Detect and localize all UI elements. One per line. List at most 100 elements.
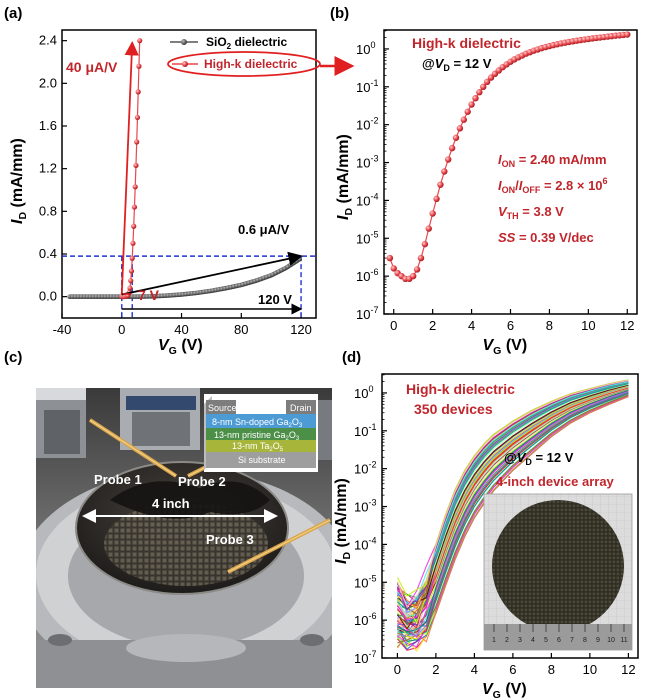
b-metric-onoff: ION/IOFF = 2.8 × 106 bbox=[498, 176, 608, 195]
d-inset-ruler-label: 5 bbox=[544, 637, 548, 644]
b-xtick-label: 0 bbox=[390, 318, 397, 333]
d-device-curve bbox=[396, 380, 629, 611]
d-inset-ruler-label: 4 bbox=[531, 637, 535, 644]
d-xtick-label: 4 bbox=[471, 662, 478, 677]
b-highk-point bbox=[445, 156, 452, 163]
a-highk-point bbox=[134, 139, 140, 145]
panel-a-label: (a) bbox=[4, 5, 22, 22]
d-data bbox=[396, 379, 629, 652]
b-metric-ion: ION = 2.40 mA/mm bbox=[498, 152, 607, 169]
d-device-curve bbox=[396, 381, 629, 605]
probe-3-label: Probe 3 bbox=[206, 532, 254, 547]
b-frame bbox=[383, 29, 638, 315]
d-device-curve bbox=[396, 395, 629, 649]
d-device-curve bbox=[397, 391, 629, 627]
a-ytick-label: 0.8 bbox=[39, 203, 57, 218]
d-ytick-label: 10-3 bbox=[354, 498, 376, 515]
panel-d-label: (d) bbox=[342, 349, 361, 366]
a-xtick-label: 0 bbox=[118, 322, 125, 337]
si-substrate-label: Si substrate bbox=[238, 455, 286, 465]
a-ytick-label: 2.4 bbox=[39, 33, 57, 48]
a-highk-point bbox=[129, 255, 135, 261]
panel-d-plot: 0 2 4 6 8 10 1210-710-610-510-410-310-210-1100… bbox=[333, 373, 639, 700]
b-highk-point bbox=[448, 144, 456, 152]
d-device-curve bbox=[397, 381, 629, 599]
d-inset-ruler-label: 7 bbox=[570, 637, 574, 644]
b-metric-ss: SS = 0.39 V/dec bbox=[498, 230, 594, 245]
a-xtick-label: 40 bbox=[174, 322, 188, 337]
a-ylabel: ID (mA/mm) bbox=[9, 138, 29, 224]
b-ytick-label: 10-4 bbox=[356, 191, 378, 208]
b-highk-point bbox=[417, 254, 425, 262]
d-device-curve bbox=[396, 384, 629, 611]
b-highk-point bbox=[452, 134, 460, 141]
d-xtick-label: 6 bbox=[509, 662, 516, 677]
a-highk-slope-arrow bbox=[120, 41, 139, 295]
d-device-curve bbox=[397, 390, 629, 638]
b-highk-point bbox=[441, 168, 448, 175]
b-highk-point bbox=[468, 101, 475, 108]
b-metric-vth: VTH = 3.8 V bbox=[498, 204, 564, 221]
d-ytick-label: 10-7 bbox=[354, 649, 376, 666]
a-xlabel: VG (V) bbox=[158, 337, 203, 357]
d-ylabel: ID (mA/mm) bbox=[333, 478, 353, 564]
a-highk-point bbox=[132, 184, 138, 190]
a-vth-sio2-label: 120 V bbox=[258, 292, 292, 307]
a-sio2-slope-label: 0.6 μA/V bbox=[238, 222, 290, 237]
a-highk-point bbox=[134, 114, 141, 121]
a-ytick-label: 0.4 bbox=[39, 246, 57, 261]
b-xtick-label: 4 bbox=[468, 318, 475, 333]
b-highk-point bbox=[425, 225, 432, 232]
b-highk-point bbox=[386, 254, 394, 262]
b-ytick-label: 10-5 bbox=[356, 229, 378, 246]
d-title: High-k dielectric bbox=[406, 381, 515, 397]
d-ytick-label: 10-4 bbox=[354, 535, 376, 552]
b-highk-point bbox=[421, 240, 429, 248]
panel-a: (a) -40 0 40 80 120 0.0 0.4 0.8 1.2 1.6 2.0 2.4 VG (… bbox=[4, 5, 355, 357]
panel-a-plot: -40 0 40 80 120 0.0 0.4 0.8 1.2 1.6 2.0 2.4 VG (V) ID… bbox=[9, 29, 355, 357]
d-ytick-label: 10-6 bbox=[354, 611, 376, 628]
a-legend-highlight-ellipse bbox=[167, 51, 321, 77]
a-data bbox=[62, 38, 316, 318]
d-device-curve bbox=[397, 389, 629, 633]
panel-c: (c) bbox=[4, 349, 332, 688]
b-highk-point bbox=[413, 266, 421, 273]
b-ytick-label: 10-3 bbox=[356, 154, 378, 171]
d-device-curve bbox=[396, 379, 629, 597]
b-highk-point bbox=[464, 108, 471, 115]
d-inset-ruler-label: 2 bbox=[505, 637, 509, 644]
b-highk-point bbox=[433, 195, 440, 203]
b-highk-point bbox=[429, 210, 436, 217]
d-inset-caption: 4-inch device array bbox=[496, 474, 615, 489]
d-device-curve bbox=[396, 379, 629, 608]
panel-c-label: (c) bbox=[4, 349, 22, 366]
d-inset-ruler-label: 1 bbox=[492, 637, 496, 644]
d-xtick-label: 0 bbox=[394, 662, 401, 677]
panel-b: (b) 0 2 4 6 8 10 12 10-7 10-6 10-5 10-4 10-3 10-2 10-… bbox=[330, 5, 638, 357]
d-device-curve bbox=[397, 385, 629, 624]
b-highk-point bbox=[483, 78, 491, 86]
d-xlabel: VG (V) bbox=[482, 681, 527, 700]
layer-ta2o5-label: 13-nm Ta2O5 bbox=[232, 441, 284, 453]
a-ytick-label: 2.0 bbox=[39, 75, 57, 90]
panel-b-plot: 0 2 4 6 8 10 12 10-7 10-6 10-5 10-4 10-3 10-2 10-1 100… bbox=[335, 29, 638, 357]
d-ytick-label: 10-5 bbox=[354, 573, 376, 590]
b-xtick-label: 2 bbox=[429, 318, 436, 333]
b-ytick-label: 100 bbox=[356, 40, 375, 57]
a-xtick-label: -40 bbox=[53, 322, 72, 337]
a-highk-point bbox=[135, 89, 141, 95]
a-highk-point bbox=[128, 268, 135, 274]
a-ytick-label: 0.0 bbox=[39, 289, 57, 304]
a-sio2-slope-arrow bbox=[121, 251, 303, 296]
a-legend-sio2-marker bbox=[181, 39, 187, 45]
b-xtick-label: 12 bbox=[620, 318, 634, 333]
a-highk-point bbox=[131, 204, 138, 210]
b-ytick-label: 10-7 bbox=[356, 305, 378, 322]
d-xtick-label: 8 bbox=[548, 662, 555, 677]
probe-2-label: Probe 2 bbox=[178, 474, 226, 489]
b-highk-point bbox=[437, 181, 444, 188]
d-inset-wafer bbox=[492, 500, 624, 632]
d-inset-ruler-label: 9 bbox=[596, 637, 600, 644]
d-inset-ruler-label: 11 bbox=[620, 637, 627, 644]
a-legend-highk-marker bbox=[182, 61, 188, 67]
